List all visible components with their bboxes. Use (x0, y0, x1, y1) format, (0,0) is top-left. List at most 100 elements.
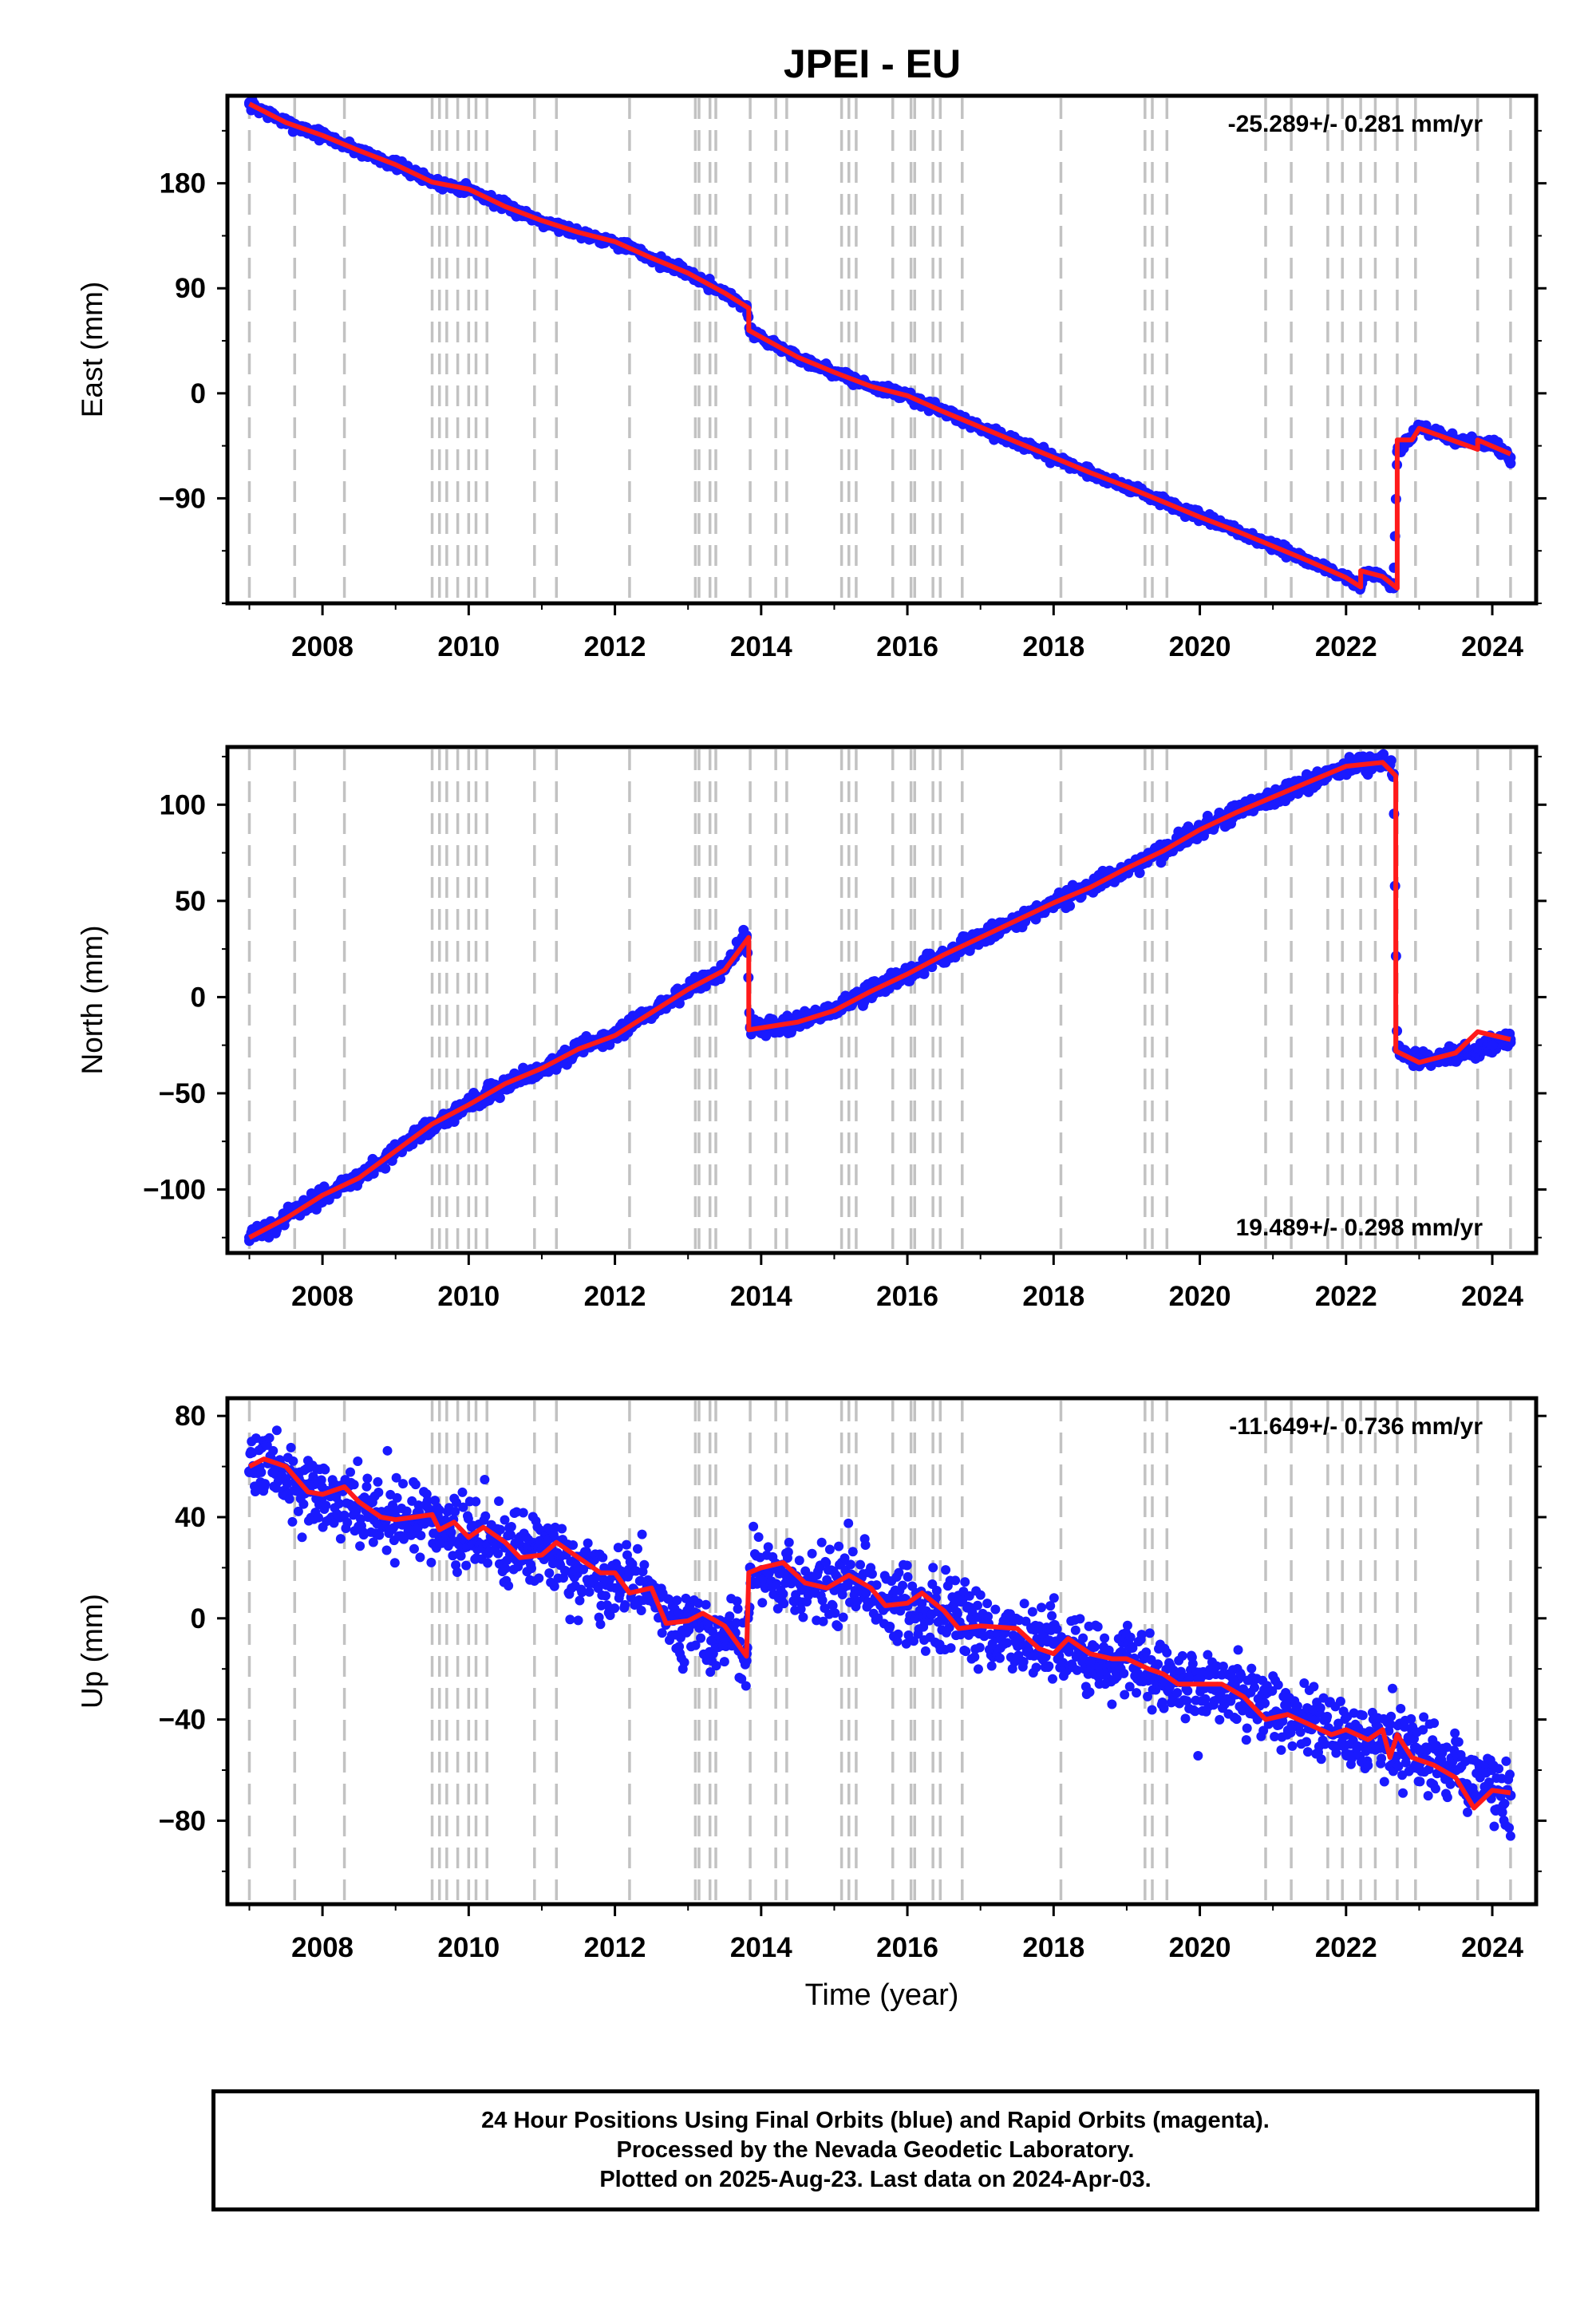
data-point (288, 1456, 298, 1466)
data-point (1241, 1735, 1251, 1745)
data-point (1187, 1658, 1198, 1669)
data-point (839, 1553, 850, 1563)
data-point (909, 1636, 919, 1646)
data-point (824, 1544, 835, 1555)
data-point (321, 1500, 331, 1511)
x-tick-label: 2018 (1022, 631, 1084, 662)
data-point (1415, 1777, 1425, 1787)
data-point (657, 1628, 667, 1638)
data-point (415, 1552, 425, 1563)
y-tick-label: 80 (175, 1401, 206, 1432)
x-tick-label: 2022 (1315, 1281, 1377, 1312)
y-tick-label: −40 (159, 1705, 206, 1736)
data-point (1049, 1593, 1059, 1603)
data-point (526, 1563, 536, 1574)
data-point (297, 1532, 307, 1543)
data-point (568, 1539, 579, 1550)
data-point (1489, 1821, 1499, 1832)
data-point (784, 1537, 794, 1547)
data-point (731, 1618, 741, 1628)
data-point (416, 1530, 426, 1540)
x-tick-label: 2008 (291, 631, 354, 662)
data-point (779, 1599, 789, 1609)
data-point (575, 1595, 585, 1606)
data-point (847, 1547, 858, 1557)
x-tick-label: 2020 (1169, 631, 1231, 662)
data-point (974, 1642, 985, 1653)
x-tick-label: 2024 (1461, 1932, 1523, 1963)
data-point (1122, 1620, 1132, 1630)
data-point (1445, 1779, 1456, 1789)
data-point (843, 1518, 854, 1528)
data-point (349, 1480, 359, 1490)
data-point (1335, 1696, 1345, 1706)
data-points (243, 95, 1516, 595)
data-point (410, 1480, 421, 1490)
y-tick-label: 40 (175, 1502, 206, 1533)
data-point (1125, 1632, 1136, 1642)
data-point (298, 1499, 309, 1509)
data-point (1315, 1703, 1325, 1713)
x-tick-label: 2022 (1315, 631, 1377, 662)
x-tick-label: 2020 (1169, 1932, 1231, 1963)
data-point (1193, 1750, 1203, 1761)
data-point (860, 1540, 871, 1551)
data-point (620, 1600, 630, 1611)
data-point (1494, 1764, 1504, 1774)
data-point (409, 1543, 419, 1554)
data-point (986, 1661, 997, 1671)
data-point (1215, 1714, 1225, 1725)
x-tick-label: 2010 (437, 1932, 500, 1963)
data-point (381, 1545, 392, 1555)
data-point (855, 1559, 866, 1570)
data-point (282, 1479, 292, 1489)
data-point (573, 1615, 583, 1626)
data-point (679, 1657, 689, 1667)
data-point (1147, 1705, 1157, 1715)
data-point (681, 1593, 691, 1603)
data-point (422, 1496, 433, 1506)
x-tick-label: 2018 (1022, 1932, 1084, 1963)
data-point (1084, 1687, 1095, 1697)
rate-label: 19.489+/- 0.298 mm/yr (1236, 1215, 1483, 1241)
data-point (705, 1667, 716, 1678)
data-point (602, 1600, 612, 1611)
plot-frame (225, 93, 1539, 606)
data-point (353, 1456, 363, 1467)
data-point (749, 1521, 759, 1531)
data-point (271, 1425, 282, 1436)
footer-line-3: Plotted on 2025-Aug-23. Last data on 202… (599, 2167, 1152, 2192)
data-point (1429, 1718, 1440, 1729)
data-point (458, 1502, 468, 1512)
data-point (1134, 868, 1145, 879)
data-point (931, 1586, 942, 1596)
data-point (293, 1506, 303, 1516)
event-lines (247, 98, 1512, 601)
data-point (1107, 1699, 1117, 1709)
data-point (264, 1433, 275, 1443)
data-point (973, 1600, 983, 1611)
data-point (461, 1560, 472, 1571)
data-point (1047, 1674, 1057, 1684)
y-tick-label: 0 (191, 982, 206, 1013)
data-point (500, 1515, 510, 1525)
data-point (901, 1638, 911, 1649)
x-axis-label: Time (year) (805, 1978, 959, 2012)
data-point (483, 1558, 493, 1568)
data-point (1075, 1614, 1085, 1624)
data-point (595, 1619, 606, 1630)
y-axis-label: North (mm) (76, 925, 109, 1074)
data-point (268, 1445, 279, 1456)
data-point (1505, 1831, 1515, 1841)
data-point (1233, 1645, 1243, 1655)
x-tick-label: 2024 (1461, 1281, 1523, 1312)
data-point (361, 1481, 372, 1492)
x-tick-label: 2010 (437, 1281, 500, 1312)
data-point (1423, 1791, 1433, 1801)
data-point (1177, 1650, 1187, 1661)
data-point (994, 1653, 1005, 1663)
data-point (335, 1534, 346, 1544)
data-point (895, 1606, 906, 1616)
data-point (380, 1163, 391, 1174)
event-lines (247, 1401, 1512, 1902)
